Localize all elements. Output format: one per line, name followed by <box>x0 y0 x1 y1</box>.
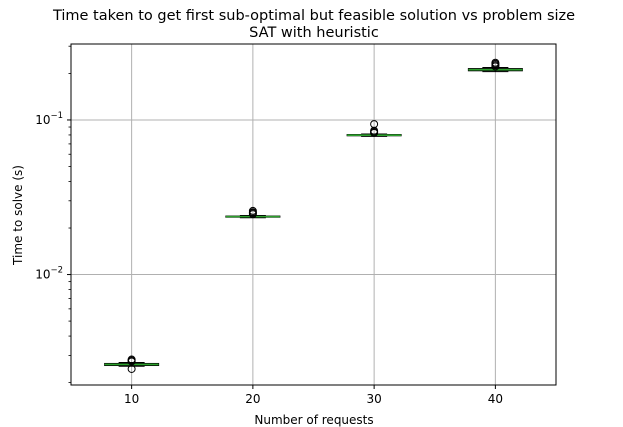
x-tick-label: 40 <box>488 392 503 406</box>
box-flier <box>248 206 257 215</box>
box-group <box>225 206 281 219</box>
box-group <box>346 120 402 137</box>
y-tick-label: 10−2 <box>35 266 63 282</box>
box-flier <box>370 120 379 129</box>
x-tick-label: 20 <box>245 392 260 406</box>
box-flier <box>127 355 136 364</box>
box-group <box>104 355 160 373</box>
y-tick-label: 10−1 <box>35 111 63 127</box>
y-axis: 10−2 10−1 <box>35 45 71 384</box>
chart-subtitle: SAT with heuristic <box>249 25 379 41</box>
grid-lines <box>71 44 556 385</box>
box-flier <box>491 58 500 67</box>
plot-frame <box>70 43 557 386</box>
x-tick-label: 10 <box>124 392 139 406</box>
y-axis-label: Time to solve (s) <box>11 165 25 266</box>
x-axis-label: Number of requests <box>254 413 373 427</box>
box-group <box>467 58 523 73</box>
box-flier <box>127 364 136 373</box>
x-axis: 10 20 30 40 <box>124 385 503 406</box>
chart-title: Time taken to get first sub-optimal but … <box>52 8 575 24</box>
boxes-layer <box>104 58 523 373</box>
x-tick-label: 30 <box>366 392 381 406</box>
